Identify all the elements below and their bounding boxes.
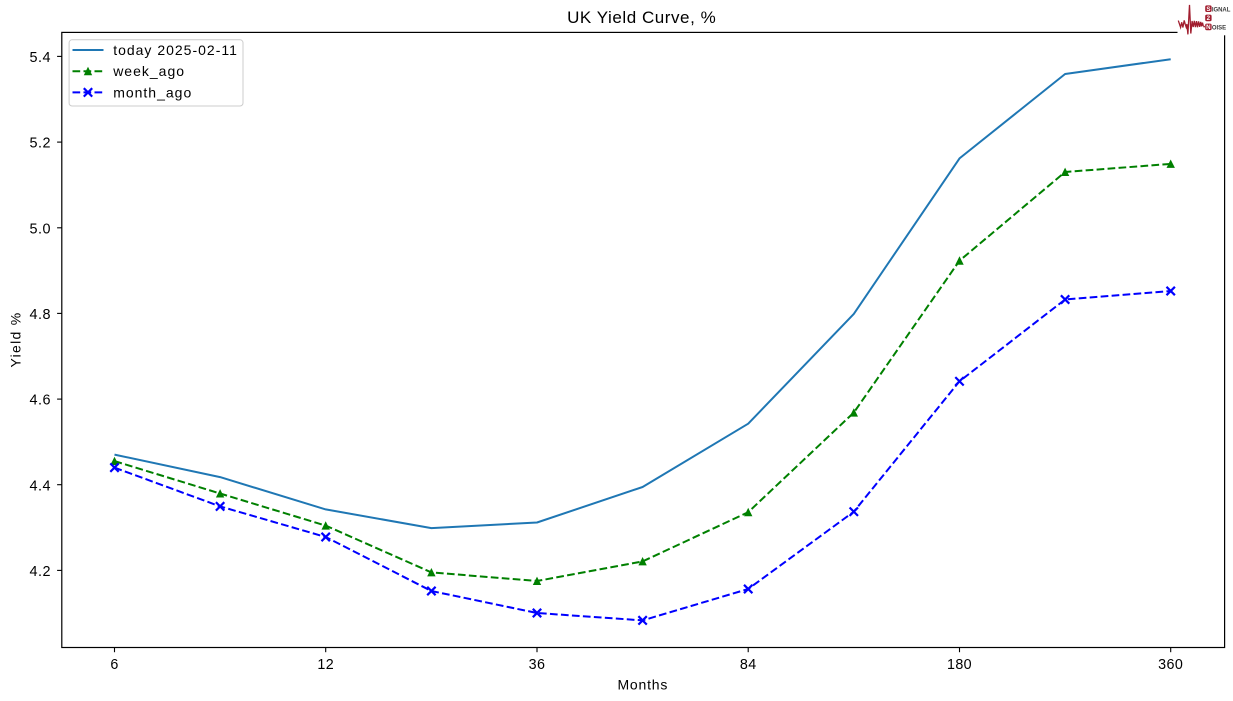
svg-text:12: 12 xyxy=(317,657,334,673)
svg-text:5.0: 5.0 xyxy=(29,221,51,237)
svg-text:S: S xyxy=(1206,6,1210,13)
svg-text:36: 36 xyxy=(529,657,546,673)
svg-text:360: 360 xyxy=(1158,657,1183,673)
svg-text:5.4: 5.4 xyxy=(29,50,51,66)
svg-text:UK Yield Curve, %: UK Yield Curve, % xyxy=(567,8,716,27)
svg-text:N: N xyxy=(1206,24,1211,31)
svg-text:2: 2 xyxy=(1207,15,1211,22)
svg-text:OISE: OISE xyxy=(1212,26,1226,32)
svg-text:4.6: 4.6 xyxy=(29,393,51,409)
svg-text:month_ago: month_ago xyxy=(113,84,192,100)
svg-text:week_ago: week_ago xyxy=(112,63,185,79)
svg-text:6: 6 xyxy=(110,657,118,673)
svg-text:today 2025-02-11: today 2025-02-11 xyxy=(113,42,238,58)
svg-text:4.2: 4.2 xyxy=(29,564,51,580)
svg-text:5.2: 5.2 xyxy=(29,136,51,152)
svg-text:Yield %: Yield % xyxy=(7,311,23,367)
svg-text:Months: Months xyxy=(617,677,668,693)
svg-text:4.4: 4.4 xyxy=(29,478,51,494)
svg-text:IGNAL: IGNAL xyxy=(1212,7,1231,13)
svg-text:84: 84 xyxy=(740,657,757,673)
svg-text:4.8: 4.8 xyxy=(29,307,51,323)
svg-text:180: 180 xyxy=(947,657,972,673)
